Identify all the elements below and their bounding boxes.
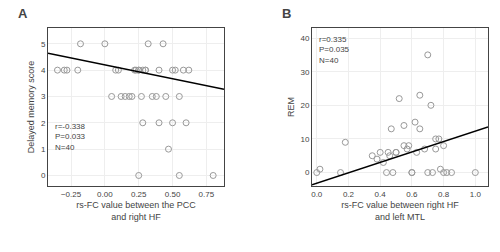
svg-text:0.6: 0.6 — [406, 190, 418, 199]
svg-text:Delayed memory score: Delayed memory score — [26, 61, 36, 154]
svg-text:0.25: 0.25 — [131, 190, 147, 199]
svg-text:3: 3 — [41, 92, 46, 101]
svg-text:1.0: 1.0 — [470, 190, 482, 199]
svg-text:2: 2 — [41, 119, 46, 128]
svg-text:5: 5 — [41, 40, 46, 49]
svg-text:0: 0 — [305, 168, 310, 177]
svg-text:0.0: 0.0 — [311, 190, 323, 199]
svg-text:rs-FC value between the PCCand: rs-FC value between the PCCand right HF — [76, 200, 196, 222]
svg-text:B: B — [282, 6, 291, 21]
svg-text:1: 1 — [41, 145, 46, 154]
svg-text:0: 0 — [41, 171, 46, 180]
svg-text:0.2: 0.2 — [343, 190, 355, 199]
svg-text:20: 20 — [300, 101, 309, 110]
svg-text:30: 30 — [300, 68, 309, 77]
svg-text:A: A — [18, 6, 28, 21]
svg-text:0.50: 0.50 — [165, 190, 181, 199]
svg-text:0.4: 0.4 — [375, 190, 387, 199]
svg-text:4: 4 — [41, 66, 46, 75]
svg-text:0.75: 0.75 — [199, 190, 215, 199]
svg-text:REM: REM — [286, 97, 296, 117]
svg-text:−0.25: −0.25 — [61, 190, 82, 199]
svg-text:0.8: 0.8 — [438, 190, 450, 199]
svg-text:rs-FC value between right HFan: rs-FC value between right HFand left MTL — [341, 200, 459, 222]
svg-text:r=-0.338P=0.033N=40: r=-0.338P=0.033N=40 — [55, 122, 86, 152]
svg-text:r=0.335P=0.035N=40: r=0.335P=0.035N=40 — [319, 35, 350, 65]
svg-text:40: 40 — [300, 34, 309, 43]
svg-text:10: 10 — [300, 135, 309, 144]
svg-text:0.00: 0.00 — [97, 190, 113, 199]
